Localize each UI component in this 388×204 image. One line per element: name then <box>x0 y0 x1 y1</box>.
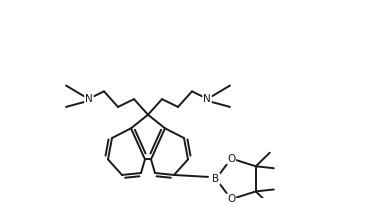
Text: O: O <box>227 154 236 164</box>
Text: O: O <box>227 194 236 204</box>
Text: N: N <box>203 94 211 104</box>
Text: N: N <box>85 94 93 104</box>
Text: B: B <box>213 174 220 184</box>
